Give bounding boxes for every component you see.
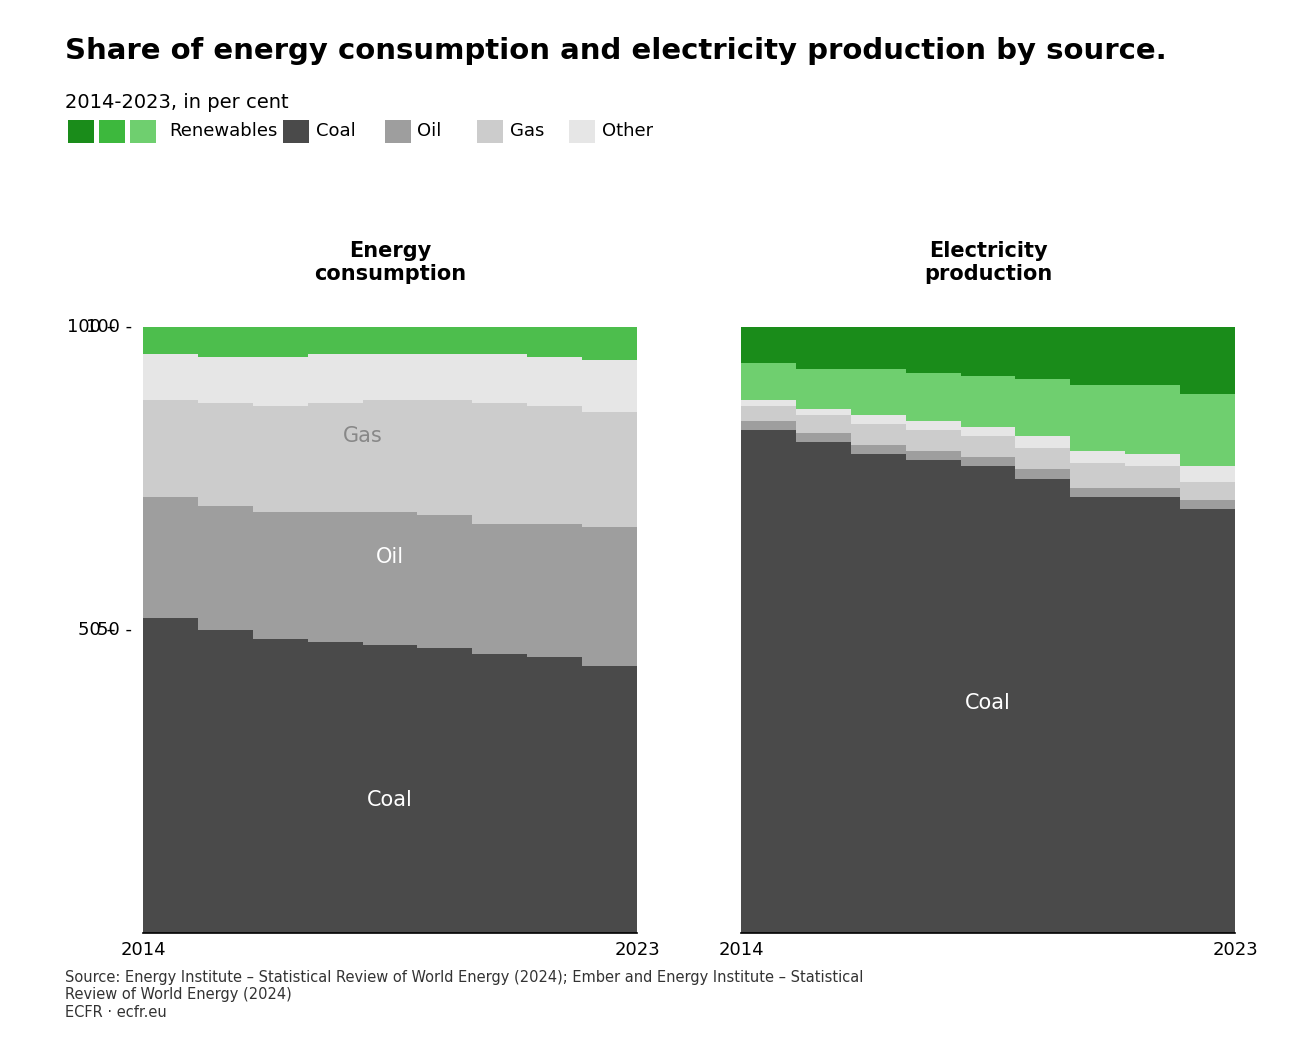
Text: Oil: Oil: [417, 123, 442, 140]
Text: Share of energy consumption and electricity production by source.: Share of energy consumption and electric…: [65, 37, 1167, 65]
Title: Energy
consumption: Energy consumption: [313, 241, 467, 284]
Text: Renewables: Renewables: [169, 123, 277, 140]
Text: 50 -: 50 -: [98, 621, 131, 639]
Text: 100 -: 100 -: [86, 318, 131, 336]
Text: 2014-2023, in per cent: 2014-2023, in per cent: [65, 93, 289, 112]
Text: Coal: Coal: [367, 790, 413, 810]
Title: Electricity
production: Electricity production: [924, 241, 1052, 284]
Text: Coal: Coal: [965, 692, 1011, 712]
Text: Oil: Oil: [376, 547, 404, 567]
Text: Gas: Gas: [343, 426, 382, 446]
Text: Source: Energy Institute – Statistical Review of World Energy (2024); Ember and : Source: Energy Institute – Statistical R…: [65, 970, 863, 1020]
Text: Gas: Gas: [510, 123, 543, 140]
Text: 100 –: 100 –: [66, 318, 116, 336]
Text: 50 –: 50 –: [78, 621, 116, 639]
Text: Other: Other: [602, 123, 653, 140]
Text: Coal: Coal: [316, 123, 356, 140]
